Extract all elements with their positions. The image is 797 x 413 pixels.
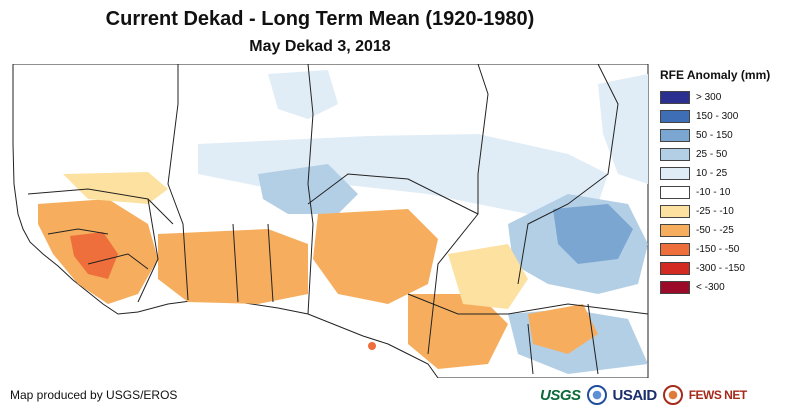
noaa-logo-icon <box>586 385 607 405</box>
anomaly-orange-gabon <box>528 304 598 354</box>
legend-row: -10 - 10 <box>660 183 796 202</box>
legend-label: -150 - -50 <box>696 244 740 255</box>
map-svg <box>12 64 649 378</box>
legend-swatch <box>660 243 690 256</box>
legend-row: -50 - -25 <box>660 221 796 240</box>
legend: RFE Anomaly (mm) > 300 150 - 300 50 - 15… <box>660 68 796 297</box>
anomaly-light-blue-north <box>198 134 608 214</box>
anomaly-map <box>8 64 654 378</box>
legend-label: -25 - -10 <box>696 206 734 217</box>
legend-swatch <box>660 281 690 294</box>
legend-swatch <box>660 110 690 123</box>
anomaly-yellow-central <box>448 244 528 309</box>
legend-swatch <box>660 167 690 180</box>
fews-logo-icon <box>662 385 683 405</box>
legend-label: 50 - 150 <box>696 130 733 141</box>
usgs-logo: USGS <box>540 386 581 404</box>
legend-label: -10 - 10 <box>696 187 731 198</box>
country-borders <box>27 64 649 375</box>
legend-swatch <box>660 91 690 104</box>
legend-label: 10 - 25 <box>696 168 728 179</box>
legend-swatch <box>660 148 690 161</box>
legend-row: < -300 <box>660 278 796 297</box>
legend-label: -50 - -25 <box>696 225 734 236</box>
legend-label: < -300 <box>696 282 725 293</box>
legend-row: > 300 <box>660 88 796 107</box>
legend-swatch <box>660 205 690 218</box>
legend-row: 10 - 25 <box>660 164 796 183</box>
legend-title: RFE Anomaly (mm) <box>660 68 771 82</box>
map-title: Current Dekad - Long Term Mean (1920-198… <box>105 8 535 30</box>
fews-net-logo: FEWS NET <box>688 388 748 402</box>
anomaly-light-blue-northeast <box>598 74 648 184</box>
legend-swatch <box>660 129 690 142</box>
legend-swatch <box>660 262 690 275</box>
legend-swatch <box>660 224 690 237</box>
legend-row: 50 - 150 <box>660 126 796 145</box>
map-credit: Map produced by USGS/EROS <box>10 388 178 402</box>
usaid-logo: USAID <box>612 386 658 404</box>
legend-row: -150 - -50 <box>660 240 796 259</box>
anomaly-orange-central <box>158 229 308 304</box>
legend-row: 150 - 300 <box>660 107 796 126</box>
anomaly-orange-nigeria <box>313 209 438 304</box>
legend-row: -25 - -10 <box>660 202 796 221</box>
anomaly-blue-east-strong <box>553 204 633 264</box>
anomaly-light-blue-north-2 <box>268 70 338 119</box>
legend-label: -300 - -150 <box>696 263 745 274</box>
anomaly-blue-central <box>258 164 358 214</box>
legend-swatch <box>660 186 690 199</box>
legend-label: 150 - 300 <box>696 111 739 122</box>
legend-label: 25 - 50 <box>696 149 728 160</box>
anomaly-yellow-west <box>63 172 168 204</box>
anomaly-red-coastal-west <box>70 232 118 279</box>
legend-label: > 300 <box>696 92 722 103</box>
legend-row: -300 - -150 <box>660 259 796 278</box>
logo-strip: USGS USAID FEWS NET <box>540 381 747 409</box>
island <box>368 342 376 350</box>
legend-row: 25 - 50 <box>660 145 796 164</box>
map-subtitle: May Dekad 3, 2018 <box>249 38 391 55</box>
